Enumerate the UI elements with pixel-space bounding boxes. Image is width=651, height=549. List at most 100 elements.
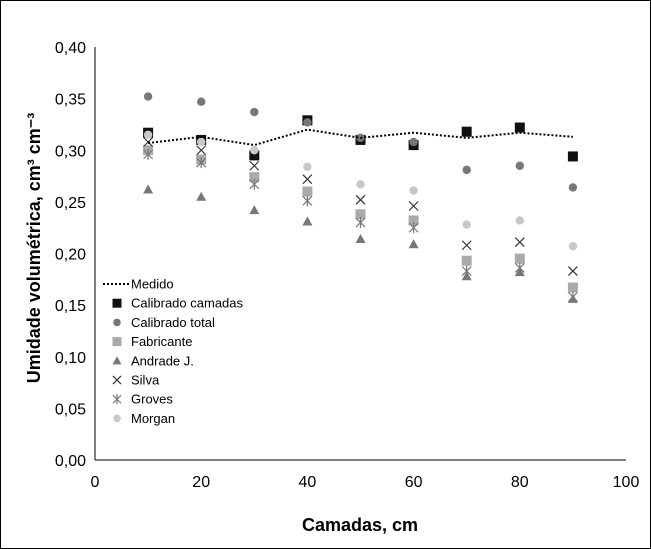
- legend-label: Calibrado camadas: [131, 296, 244, 311]
- data-point: [249, 150, 260, 161]
- marker-stroke: [143, 137, 154, 147]
- x-tick-label: 20: [192, 474, 210, 491]
- y-tick-label: 0,10: [55, 350, 86, 367]
- data-point: [568, 242, 578, 251]
- data-point: [461, 255, 472, 266]
- data-point: [515, 216, 524, 225]
- x-axis-title: Camadas, cm: [302, 515, 418, 535]
- data-point: [303, 118, 312, 127]
- legend: Medido Calibrado camadas Calibrado total Fa…: [103, 277, 244, 426]
- series-line: [147, 128, 573, 147]
- legend-label: Morgan: [131, 411, 175, 426]
- marker-stroke: [355, 194, 366, 205]
- data-point: [303, 162, 312, 171]
- legend-label: Medido: [131, 277, 174, 292]
- data-point: [462, 165, 471, 175]
- data-point: [355, 234, 366, 244]
- y-axis-title: Umidade volumétrica, cm³ cm⁻³: [24, 113, 44, 384]
- y-tick-label: 0,20: [55, 247, 86, 264]
- marker-stroke: [408, 201, 419, 211]
- data-point: [143, 92, 153, 101]
- legend-item: Fabricante: [112, 334, 192, 349]
- marker-stroke: [249, 160, 260, 171]
- data-point: [461, 240, 472, 251]
- data-point: [196, 157, 207, 169]
- data-point: [143, 130, 153, 139]
- marker-stroke: [112, 375, 122, 385]
- y-tick-label: 0,40: [55, 40, 86, 57]
- legend-item: Morgan: [113, 411, 175, 426]
- data-point: [249, 205, 260, 215]
- y-tick-label: 0,00: [55, 453, 86, 470]
- series-silva: [143, 137, 578, 276]
- x-tick-label: 60: [405, 474, 423, 491]
- data-point: [408, 239, 419, 249]
- data-point: [514, 262, 525, 274]
- data-point: [249, 160, 260, 171]
- x-tick-label: 100: [613, 474, 640, 491]
- legend-marker: [112, 337, 122, 347]
- y-axis-title-group: Umidade volumétrica, cm³ cm⁻³: [24, 113, 44, 384]
- data-point: [196, 191, 207, 201]
- data-point: [567, 266, 578, 276]
- data-point: [249, 178, 260, 190]
- legend-item: Groves: [112, 392, 173, 407]
- legend-marker: [112, 298, 122, 308]
- tick-labels: 0 20 40 60 80 100 0,00 0,05 0,10 0,15 0,20 0,25 0,30…: [55, 40, 640, 491]
- data-point: [355, 194, 366, 205]
- data-point: [250, 107, 259, 117]
- legend-label: Calibrado total: [131, 315, 215, 330]
- marker-stroke: [302, 174, 313, 185]
- data-point: [302, 174, 313, 185]
- data-point: [249, 172, 260, 183]
- x-tick-label: 0: [91, 474, 100, 491]
- legend-marker: [113, 318, 121, 327]
- x-tick-label: 80: [511, 474, 529, 491]
- data-point: [409, 137, 418, 147]
- data-point: [462, 220, 471, 229]
- data-point: [567, 291, 578, 303]
- legend-marker: [112, 375, 122, 385]
- legend-item: Calibrado camadas: [112, 296, 244, 311]
- legend-label: Fabricante: [131, 334, 192, 349]
- data-point: [461, 126, 472, 137]
- x-tick-label: 40: [299, 474, 317, 491]
- marker-stroke: [461, 240, 472, 251]
- series-calibrado-total: [143, 92, 578, 192]
- series-medido: [147, 128, 573, 147]
- data-point: [197, 137, 206, 147]
- legend-item: Calibrado total: [113, 315, 215, 330]
- legend-label: Andrade J.: [131, 353, 194, 368]
- legend-item: Medido: [103, 277, 174, 292]
- legend-marker: [113, 414, 121, 423]
- data-point: [302, 216, 313, 226]
- data-point: [461, 265, 472, 277]
- data-point: [567, 282, 578, 293]
- data-point: [196, 145, 207, 156]
- data-point: [302, 195, 313, 207]
- legend-marker: [112, 394, 122, 405]
- y-tick-label: 0,15: [55, 298, 86, 315]
- marker-stroke: [514, 237, 525, 248]
- plot-area: [143, 92, 578, 303]
- data-point: [568, 183, 578, 192]
- data-point: [408, 215, 419, 226]
- marker-stroke: [196, 145, 207, 156]
- data-point: [302, 186, 313, 197]
- data-point: [143, 148, 154, 160]
- data-point: [355, 209, 366, 220]
- y-tick-label: 0,25: [55, 195, 86, 212]
- y-tick-label: 0,05: [55, 401, 86, 418]
- data-point: [143, 137, 154, 147]
- series-morgan: [143, 130, 578, 251]
- data-point: [143, 184, 154, 194]
- data-point: [515, 161, 524, 170]
- data-point: [408, 222, 419, 234]
- y-tick-label: 0,35: [55, 92, 86, 109]
- data-point: [567, 151, 578, 162]
- data-point: [250, 146, 259, 155]
- data-point: [514, 253, 525, 264]
- data-point: [408, 201, 419, 211]
